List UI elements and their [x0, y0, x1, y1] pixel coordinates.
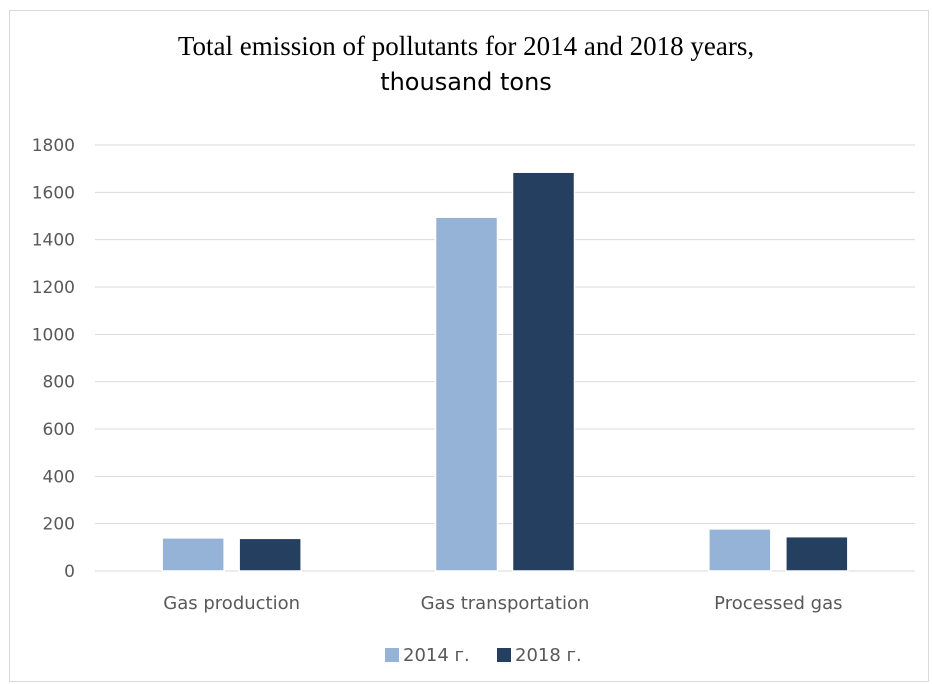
bar-series-2	[785, 535, 849, 572]
bar-series-2	[511, 171, 576, 572]
y-tick-label: 800	[43, 373, 75, 393]
bars	[161, 171, 849, 572]
y-tick-label: 0	[64, 562, 75, 582]
bar-series-2	[238, 537, 302, 572]
bar-series-1	[708, 528, 772, 572]
chart-title-line-1: Total emission of pollutants for 2014 an…	[177, 31, 755, 61]
bar-series-1	[434, 216, 499, 572]
legend-label: 2014 г.	[403, 645, 470, 666]
y-tick-label: 200	[43, 515, 75, 535]
y-tick-label: 600	[43, 420, 75, 440]
y-tick-label: 1400	[32, 231, 75, 251]
y-tick-label: 1600	[32, 183, 75, 203]
chart-title: Total emission of pollutants for 2014 an…	[0, 28, 932, 100]
gridlines	[95, 144, 915, 572]
x-axis-category-labels: Gas production Gas transportation Processe…	[163, 593, 842, 614]
y-tick-label: 1800	[32, 136, 75, 156]
y-axis-tick-labels: 0 200 400 600 800 1000 1200 1400 1600 1800	[32, 136, 75, 582]
category-label: Gas production	[163, 593, 300, 614]
bar-series-1	[161, 537, 225, 572]
legend-swatch	[497, 648, 511, 662]
y-tick-label: 1000	[32, 325, 75, 345]
chart-title-line-2: thousand tons	[380, 68, 552, 96]
category-label: Gas transportation	[421, 593, 590, 614]
legend-label: 2018 г.	[515, 645, 582, 666]
y-tick-label: 400	[43, 467, 75, 487]
y-tick-label: 1200	[32, 278, 75, 298]
legend-swatch	[385, 648, 399, 662]
category-label: Processed gas	[714, 593, 842, 614]
legend: 2014 г. 2018 г.	[385, 645, 582, 666]
